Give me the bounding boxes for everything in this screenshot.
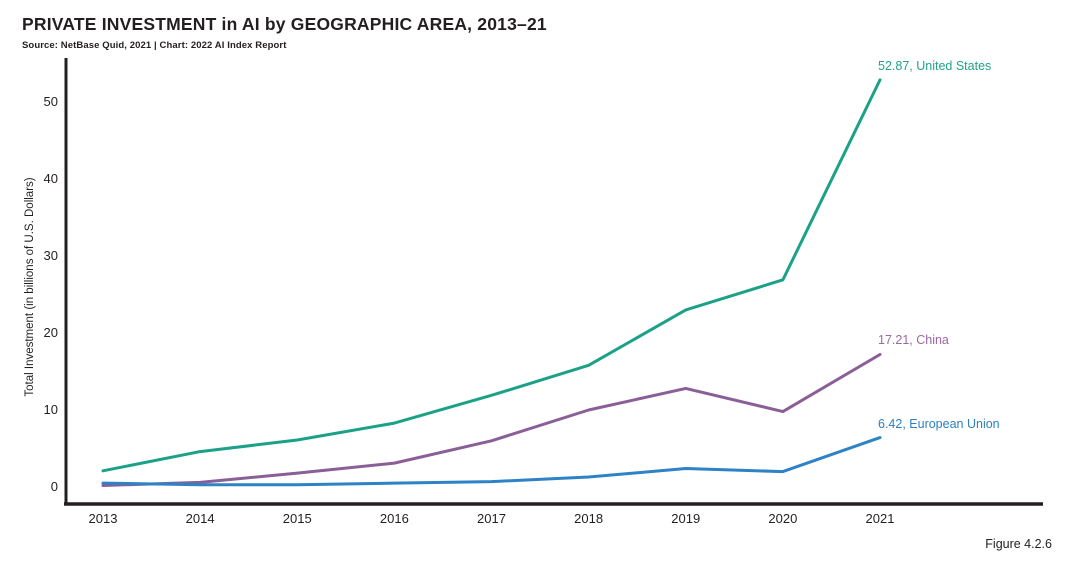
y-tick-label-0: 0 [50, 479, 58, 494]
y-tick-label-10: 10 [43, 402, 58, 417]
x-tick-label-2016: 2016 [379, 511, 409, 526]
y-tick-label-50: 50 [43, 94, 58, 109]
y-tick-label-20: 20 [43, 325, 58, 340]
chart-title: PRIVATE INVESTMENT in AI by GEOGRAPHIC A… [22, 14, 547, 34]
y-tick-label-40: 40 [43, 171, 58, 186]
series-lines [101, 78, 882, 487]
figure-caption: Figure 4.2.6 [985, 537, 1052, 551]
x-tick-label-2017: 2017 [477, 511, 506, 526]
chart-source-credit: Source: NetBase Quid, 2021 | Chart: 2022… [22, 40, 287, 51]
y-tick-label-30: 30 [43, 248, 58, 263]
series-end-label-united-states: 52.87, United States [878, 58, 992, 73]
x-tick-label-2021: 2021 [865, 511, 895, 526]
x-tick-label-2015: 2015 [282, 511, 312, 526]
line-series-european-union [101, 436, 882, 487]
x-tick-label-2019: 2019 [671, 511, 701, 526]
x-tick-label-2020: 2020 [768, 511, 798, 526]
line-series-china [101, 352, 882, 487]
series-end-label-china: 17.21, China [878, 333, 949, 348]
x-tick-label-2013: 2013 [88, 511, 118, 526]
series-end-label-european-union: 6.42, European Union [878, 416, 1000, 431]
line-series-united-states [101, 78, 882, 473]
x-tick-label-2014: 2014 [185, 511, 215, 526]
x-tick-label-2018: 2018 [574, 511, 604, 526]
